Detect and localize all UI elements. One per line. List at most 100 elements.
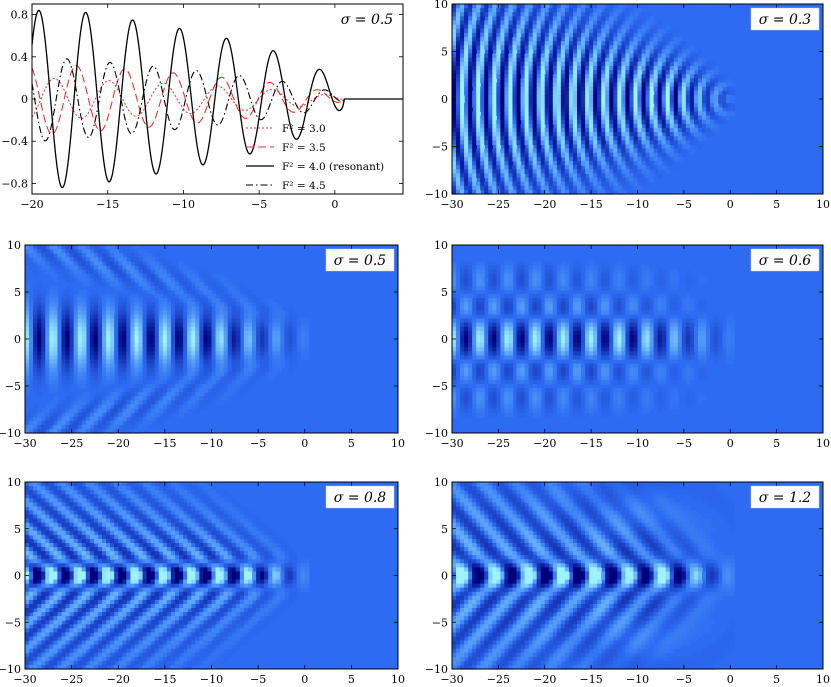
heatmap-cell (693, 127, 699, 133)
heatmap-cell (722, 119, 727, 125)
heatmap-cell (45, 261, 50, 267)
heatmap-cell (65, 314, 71, 320)
heatmap-cell (85, 392, 91, 397)
heatmap-cell (49, 359, 54, 365)
heatmap-cell (219, 400, 225, 405)
heatmap-cell (134, 285, 140, 291)
heatmap-cell (601, 173, 606, 179)
heatmap-cell (183, 306, 188, 311)
heatmap-cell (247, 383, 253, 389)
heatmap-cell (556, 90, 562, 96)
heatmap-cell (572, 74, 578, 79)
heatmap-cell (524, 74, 530, 79)
heatmap-cell (158, 379, 164, 385)
heatmap-cell (170, 302, 176, 307)
heatmap-cell (77, 273, 83, 279)
heatmap-cell (641, 177, 647, 183)
heatmap-cell (665, 61, 671, 67)
heatmap-cell (146, 298, 152, 303)
heatmap-cell (536, 115, 542, 121)
heatmap-cell (247, 322, 253, 328)
heatmap-cell (508, 160, 514, 166)
heatmap-cell (460, 185, 465, 191)
heatmap-cell (126, 339, 132, 344)
heatmap-cell (252, 314, 257, 320)
heatmap-cell (452, 277, 457, 283)
heatmap-cell (57, 249, 63, 254)
heatmap-cell (57, 334, 63, 340)
heatmap-cell (693, 119, 699, 125)
heatmap-cell (697, 111, 703, 117)
heatmap-cell (247, 330, 253, 336)
heatmap-cell (492, 4, 497, 9)
heatmap-cell (41, 306, 46, 311)
heatmap-cell (528, 82, 534, 88)
heatmap-cell (130, 392, 136, 397)
heatmap-cell (572, 189, 578, 195)
heatmap-cell (629, 57, 635, 63)
heatmap-cell (219, 339, 225, 344)
heatmap-cell (158, 408, 164, 414)
heatmap-cell (504, 148, 510, 154)
heatmap-cell (57, 428, 63, 434)
heatmap-cell (577, 16, 582, 22)
heatmap-cell (544, 4, 550, 9)
heatmap-cell (25, 371, 30, 377)
heatmap-cell (231, 318, 237, 324)
heatmap-cell (585, 181, 590, 187)
heatmap-cell (548, 86, 554, 92)
heatmap-cell (633, 148, 639, 154)
heatmap-cell (544, 127, 550, 133)
heatmap-cell (106, 359, 111, 365)
heatmap-cell (460, 74, 465, 79)
heatmap-cell (191, 367, 196, 373)
heatmap-cell (29, 363, 34, 369)
heatmap-cell (556, 123, 562, 129)
heatmap-cell (69, 412, 75, 418)
heatmap-cell (464, 177, 469, 183)
heatmap-cell (653, 41, 659, 46)
heatmap-cell (544, 16, 550, 22)
heatmap-cell (657, 32, 663, 38)
heatmap-cell (252, 322, 257, 328)
heatmap-cell (264, 322, 269, 328)
heatmap-cell (183, 396, 188, 401)
heatmap-cell (597, 82, 602, 88)
heatmap-cell (585, 94, 590, 100)
heatmap-cell (65, 302, 71, 307)
heatmap-cell (203, 302, 209, 307)
heatmap-cell (661, 41, 667, 46)
heatmap-cell (146, 281, 152, 287)
heatmap-cell (77, 428, 83, 434)
heatmap-cell (625, 20, 631, 26)
heatmap-cell (589, 148, 594, 154)
heatmap-cell (572, 65, 578, 71)
heatmap-cell (613, 148, 618, 154)
heatmap-cell (685, 103, 691, 108)
heatmap-cell (247, 347, 253, 352)
heatmap-cell (649, 132, 655, 137)
heatmap-cell (296, 343, 302, 348)
heatmap-cell (524, 57, 530, 63)
heatmap-cell (492, 107, 497, 112)
heatmap-cell (126, 253, 132, 258)
heatmap-cell (284, 339, 290, 344)
heatmap-cell (134, 310, 140, 316)
heatmap-cell (93, 400, 99, 405)
heatmap-cell (110, 416, 115, 422)
heatmap-cell (284, 326, 290, 332)
heatmap-cell (118, 261, 123, 267)
heatmap-cell (456, 302, 461, 307)
heatmap-cell (645, 169, 651, 174)
heatmap-cell (540, 115, 546, 121)
heatmap-cell (706, 70, 711, 75)
heatmap-cell (484, 119, 489, 125)
heatmap-cell (492, 103, 497, 108)
heatmap-cell (110, 343, 115, 348)
heatmap-cell (239, 314, 245, 320)
heatmap-cell (597, 86, 602, 92)
heatmap-cell (552, 94, 558, 100)
heatmap-cell (500, 41, 506, 46)
heatmap-cell (166, 277, 172, 283)
heatmap-cell (150, 412, 156, 418)
